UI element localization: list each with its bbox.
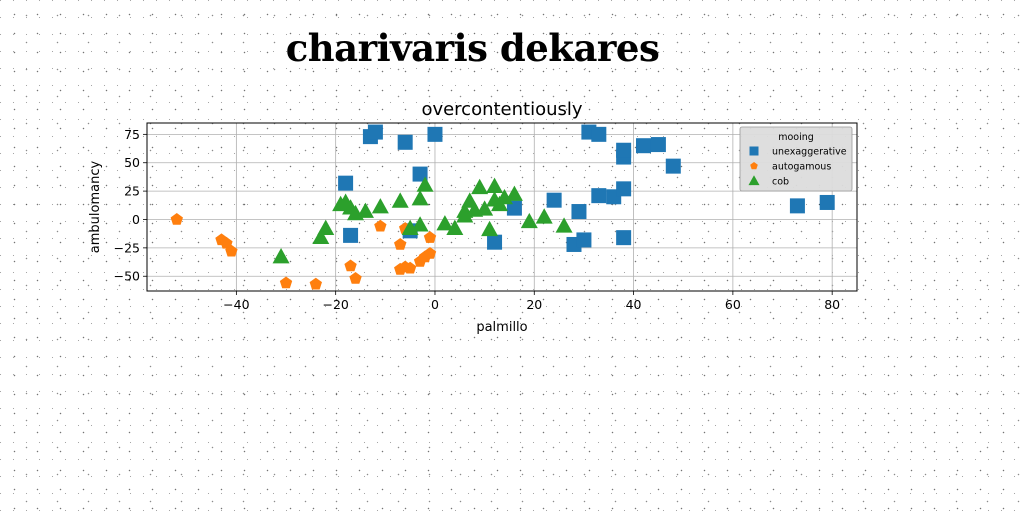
y-tick-label: −50 (114, 269, 140, 284)
autogamous-point (394, 238, 406, 250)
unexaggerative-point (398, 135, 413, 150)
unexaggerative-point (616, 181, 631, 196)
cob-point (357, 203, 374, 218)
unexaggerative-point (820, 195, 835, 210)
unexaggerative-point (591, 188, 606, 203)
autogamous-point (374, 220, 386, 232)
autogamous-point (424, 231, 436, 243)
data-points (171, 125, 835, 290)
cob-point (506, 186, 523, 201)
cob-point (471, 179, 488, 194)
unexaggerative-point (368, 125, 383, 140)
cob-point (521, 213, 538, 228)
x-tick-label: 60 (725, 297, 741, 312)
x-tick-label: 20 (526, 297, 542, 312)
unexaggerative-point (547, 193, 562, 208)
y-tick-label: 75 (124, 127, 140, 142)
y-tick-label: 25 (124, 184, 140, 199)
autogamous-point (310, 278, 322, 290)
x-axis-label: palmillo (476, 320, 527, 335)
cob-point (317, 220, 334, 235)
x-tick-label: 80 (824, 297, 840, 312)
unexaggerative-point (576, 232, 591, 247)
series-cob (273, 177, 573, 264)
unexaggerative-point (651, 137, 666, 152)
cob-point (412, 190, 429, 205)
unexaggerative-point (571, 204, 586, 219)
cob-point (536, 208, 553, 223)
y-tick-label: −25 (114, 240, 140, 255)
cob-point (273, 248, 290, 263)
legend-marker (750, 147, 759, 156)
legend-label: autogamous (772, 162, 831, 173)
cob-point (481, 221, 498, 236)
legend-label: cob (772, 177, 789, 188)
unexaggerative-point (427, 127, 442, 142)
unexaggerative-point (338, 176, 353, 191)
plot-title: overcontentiously (421, 99, 582, 120)
autogamous-point (280, 277, 292, 289)
unexaggerative-point (487, 235, 502, 250)
series-autogamous (171, 213, 437, 289)
y-axis-label: ambulomancy (88, 161, 103, 254)
unexaggerative-point (616, 230, 631, 245)
cob-point (486, 178, 503, 193)
autogamous-point (344, 260, 356, 272)
y-tick-label: 0 (132, 212, 140, 227)
x-tick-label: −40 (223, 297, 249, 312)
cob-point (392, 192, 409, 207)
unexaggerative-point (790, 198, 805, 213)
autogamous-point (424, 247, 436, 259)
legend-title: mooing (778, 132, 814, 143)
x-tick-label: 0 (431, 297, 439, 312)
autogamous-point (171, 213, 183, 225)
x-tick-label: 40 (626, 297, 642, 312)
legend[interactable]: mooing unexaggerative autogamous cob (740, 127, 852, 191)
unexaggerative-point (616, 143, 631, 158)
unexaggerative-point (343, 228, 358, 243)
unexaggerative-point (666, 159, 681, 174)
x-tick-label: −20 (322, 297, 348, 312)
cob-point (372, 198, 389, 213)
unexaggerative-point (591, 127, 606, 142)
unexaggerative-point (636, 138, 651, 153)
autogamous-point (349, 272, 361, 284)
y-tick-label: 50 (124, 155, 140, 170)
legend-label: unexaggerative (772, 147, 847, 158)
